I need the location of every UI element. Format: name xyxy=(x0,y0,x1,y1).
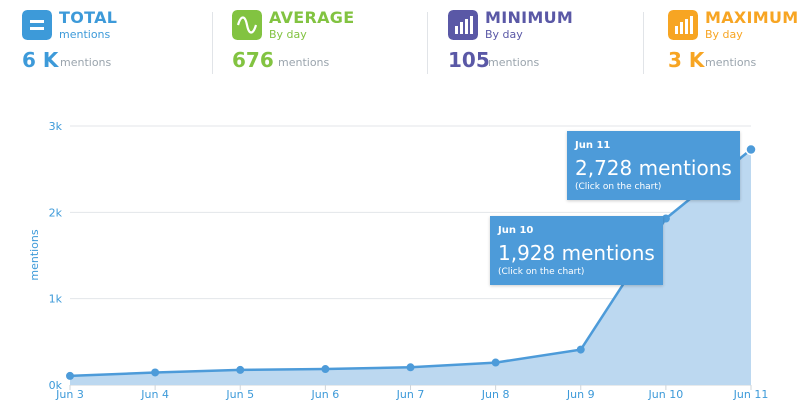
y-axis: 0k 1k 2k 3k xyxy=(49,120,63,392)
x-tick-label: Jun 10 xyxy=(648,388,684,401)
x-tick-label: Jun 5 xyxy=(225,388,254,401)
x-tick-label: Jun 11 xyxy=(733,388,769,401)
bar-chart-icon xyxy=(668,10,698,40)
data-point[interactable] xyxy=(66,371,74,380)
y-tick-label: 2k xyxy=(49,206,63,219)
data-point[interactable] xyxy=(236,365,245,374)
data-point[interactable] xyxy=(406,363,415,372)
wave-icon xyxy=(232,10,262,40)
x-tick-label: Jun 4 xyxy=(140,388,169,401)
stat-maximum-value: 3 K xyxy=(668,48,705,72)
x-tick-label: Jun 9 xyxy=(566,388,595,401)
stat-average-unit: mentions xyxy=(278,56,330,69)
tooltip-jun-10[interactable]: Jun 10 1,928 mentions (Click on the char… xyxy=(490,216,663,285)
stats-divider xyxy=(643,12,644,74)
x-axis: Jun 3 Jun 4 Jun 5 Jun 6 Jun 7 Jun 8 Jun 9 Jun 1… xyxy=(55,385,768,401)
data-point[interactable] xyxy=(321,365,330,374)
stat-average-title: AVERAGE xyxy=(269,8,355,27)
stat-total-unit: mentions xyxy=(60,56,112,69)
stat-minimum-unit: mentions xyxy=(488,56,540,69)
series-points[interactable] xyxy=(66,143,757,380)
bar-chart-icon xyxy=(448,10,478,40)
stat-average: AVERAGE By day 676 mentions xyxy=(232,8,412,80)
tooltip-count: 2,728 mentions xyxy=(575,156,732,180)
stat-maximum: MAXIMUM By day 3 K mentions xyxy=(668,8,798,80)
stat-maximum-title: MAXIMUM xyxy=(705,8,799,27)
series-area[interactable] xyxy=(70,149,751,386)
stat-total-title: TOTAL xyxy=(59,8,118,27)
data-point[interactable] xyxy=(661,214,670,223)
stats-bar: TOTAL mentions 6 K mentions AVERAGE By d… xyxy=(0,0,799,88)
stat-minimum-title: MINIMUM xyxy=(485,8,574,27)
tooltip-hint: (Click on the chart) xyxy=(498,267,585,277)
tooltip-hint: (Click on the chart) xyxy=(575,182,662,192)
stats-divider xyxy=(427,12,428,74)
stats-divider xyxy=(212,12,213,74)
stat-average-subtitle: By day xyxy=(269,28,307,41)
stat-maximum-subtitle: By day xyxy=(705,28,743,41)
equals-icon xyxy=(22,10,52,40)
data-point[interactable] xyxy=(745,143,757,156)
tooltip-date: Jun 10 xyxy=(498,225,534,236)
stat-maximum-unit: mentions xyxy=(705,56,757,69)
stat-minimum-subtitle: By day xyxy=(485,28,523,41)
stat-minimum-value: 105 xyxy=(448,48,490,72)
data-point[interactable] xyxy=(491,358,500,367)
data-point[interactable] xyxy=(576,345,585,354)
stat-average-value: 676 xyxy=(232,48,274,72)
stat-total-value: 6 K xyxy=(22,48,59,72)
y-tick-label: 0k xyxy=(49,379,63,392)
tooltip-jun-11[interactable]: Jun 11 2,728 mentions (Click on the char… xyxy=(567,131,740,200)
x-tick-label: Jun 6 xyxy=(311,388,340,401)
x-tick-label: Jun 7 xyxy=(396,388,425,401)
x-tick-label: Jun 3 xyxy=(55,388,84,401)
stat-total-subtitle: mentions xyxy=(59,28,111,41)
y-tick-label: 1k xyxy=(49,293,63,306)
y-tick-label: 3k xyxy=(49,120,63,133)
stat-minimum: MINIMUM By day 105 mentions xyxy=(448,8,628,80)
data-point[interactable] xyxy=(151,368,160,377)
x-tick-label: Jun 8 xyxy=(481,388,510,401)
stat-total: TOTAL mentions 6 K mentions xyxy=(22,8,202,80)
tooltip-count: 1,928 mentions xyxy=(498,241,655,265)
tooltip-date: Jun 11 xyxy=(575,140,611,151)
y-axis-label: mentions xyxy=(28,229,41,281)
